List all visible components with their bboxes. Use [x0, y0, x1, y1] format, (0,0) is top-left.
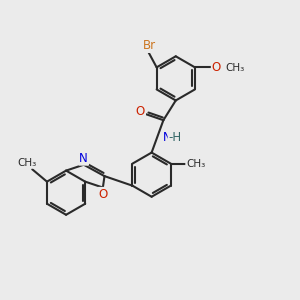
Text: CH₃: CH₃ — [186, 159, 206, 169]
Text: O: O — [212, 61, 221, 74]
Text: CH₃: CH₃ — [17, 158, 37, 168]
Text: Br: Br — [143, 39, 156, 52]
Text: N: N — [80, 152, 88, 165]
Text: O: O — [136, 105, 145, 119]
Text: N: N — [163, 131, 171, 144]
Text: O: O — [98, 188, 107, 201]
Text: CH₃: CH₃ — [226, 63, 245, 73]
Text: -H: -H — [169, 131, 182, 144]
